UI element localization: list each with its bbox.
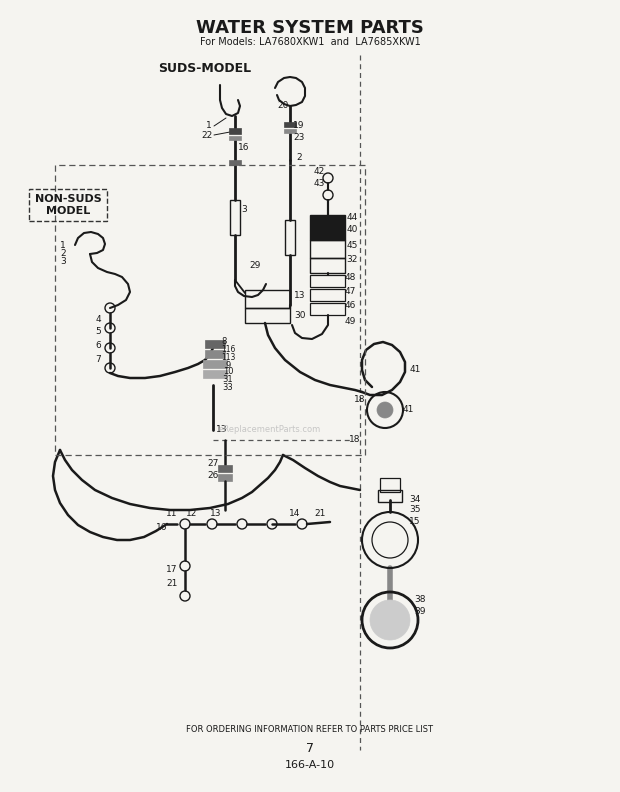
Text: 3: 3 [241, 205, 247, 215]
Text: 8: 8 [221, 337, 227, 347]
Text: 15: 15 [409, 517, 421, 527]
Text: eReplacementParts.com: eReplacementParts.com [219, 425, 321, 435]
Text: 42: 42 [313, 167, 325, 177]
Text: 18: 18 [354, 395, 366, 405]
Text: 47: 47 [344, 287, 356, 296]
Text: 2: 2 [296, 154, 302, 162]
Text: 13: 13 [210, 509, 222, 519]
Text: 48: 48 [344, 273, 356, 283]
Text: WATER SYSTEM PARTS: WATER SYSTEM PARTS [196, 19, 424, 37]
Text: 10: 10 [223, 367, 233, 376]
Text: 18: 18 [349, 436, 361, 444]
Text: 6: 6 [95, 341, 101, 351]
Text: 41: 41 [409, 365, 421, 375]
Text: 11: 11 [166, 509, 178, 519]
Text: 3: 3 [60, 257, 66, 265]
Bar [229, 160, 241, 165]
Text: 34: 34 [409, 496, 421, 505]
Text: 113: 113 [221, 353, 235, 363]
Text: 38: 38 [414, 596, 426, 604]
Text: 21: 21 [314, 509, 326, 519]
Text: 40: 40 [347, 226, 358, 234]
Text: 2: 2 [60, 249, 66, 257]
Text: 116: 116 [221, 345, 235, 355]
Bar [55, 165, 365, 455]
Bar [218, 474, 232, 481]
Text: 7: 7 [95, 356, 101, 364]
Bar [203, 370, 227, 378]
Text: 13: 13 [294, 291, 306, 299]
Text: SUDS-MODEL: SUDS-MODEL [159, 62, 252, 74]
Text: 43: 43 [313, 178, 325, 188]
Text: 1: 1 [60, 241, 66, 249]
Text: 1: 1 [206, 120, 212, 130]
Text: 32: 32 [347, 256, 358, 265]
Bar [310, 303, 345, 315]
Text: FOR ORDERING INFORMATION REFER TO PARTS PRICE LIST: FOR ORDERING INFORMATION REFER TO PARTS … [187, 725, 433, 734]
Bar [205, 350, 225, 358]
Text: 33: 33 [223, 383, 233, 393]
Text: 44: 44 [347, 214, 358, 223]
Text: 9: 9 [226, 360, 231, 370]
Text: 20: 20 [277, 101, 289, 109]
Bar [229, 128, 241, 134]
Bar [230, 200, 240, 235]
Text: 29: 29 [249, 261, 260, 269]
Text: 46: 46 [344, 302, 356, 310]
Text: 39: 39 [414, 607, 426, 616]
Bar [284, 129, 296, 133]
Bar [229, 136, 241, 140]
Bar [284, 122, 296, 127]
Bar [285, 220, 295, 255]
Bar [310, 258, 345, 273]
Circle shape [370, 600, 410, 640]
Circle shape [377, 402, 393, 418]
Text: 4: 4 [95, 315, 101, 325]
Bar [378, 490, 402, 502]
Bar [203, 360, 227, 368]
Text: 14: 14 [290, 509, 301, 519]
Bar [310, 289, 345, 301]
Text: 16: 16 [238, 143, 250, 153]
Text: 21: 21 [166, 580, 178, 588]
Text: 45: 45 [347, 241, 358, 249]
Text: 19: 19 [293, 120, 305, 130]
Text: 30: 30 [294, 310, 306, 319]
Text: 41: 41 [402, 406, 414, 414]
Text: 166-A-10: 166-A-10 [285, 760, 335, 770]
Bar [245, 308, 290, 323]
Text: 7: 7 [306, 741, 314, 755]
Bar [218, 465, 232, 472]
Text: 35: 35 [409, 505, 421, 515]
Text: For Models: LA7680XKW1  and  LA7685XKW1: For Models: LA7680XKW1 and LA7685XKW1 [200, 37, 420, 47]
Bar [245, 290, 290, 308]
Text: 27: 27 [207, 459, 219, 469]
Text: 12: 12 [187, 509, 198, 519]
Text: 5: 5 [95, 328, 101, 337]
Text: 22: 22 [202, 131, 213, 139]
Text: 26: 26 [207, 471, 219, 481]
Text: NON-SUDS
MODEL: NON-SUDS MODEL [35, 194, 102, 215]
Bar [310, 215, 345, 240]
Text: 13: 13 [216, 425, 228, 435]
Bar [380, 478, 400, 492]
Text: 17: 17 [166, 565, 178, 574]
Bar [310, 275, 345, 287]
Bar [310, 240, 345, 258]
Bar [205, 340, 225, 348]
Text: 31: 31 [223, 375, 233, 384]
Text: 23: 23 [293, 134, 304, 143]
Text: 49: 49 [344, 318, 356, 326]
Text: 16: 16 [156, 524, 168, 532]
